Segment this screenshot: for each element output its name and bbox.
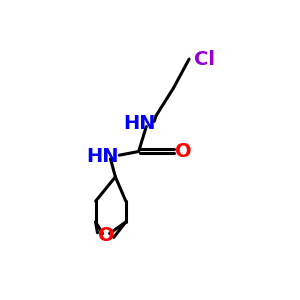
Text: Cl: Cl bbox=[194, 50, 215, 69]
Text: O: O bbox=[98, 226, 114, 245]
Text: HN: HN bbox=[86, 147, 119, 166]
Text: O: O bbox=[175, 142, 191, 161]
Text: HN: HN bbox=[124, 114, 156, 133]
